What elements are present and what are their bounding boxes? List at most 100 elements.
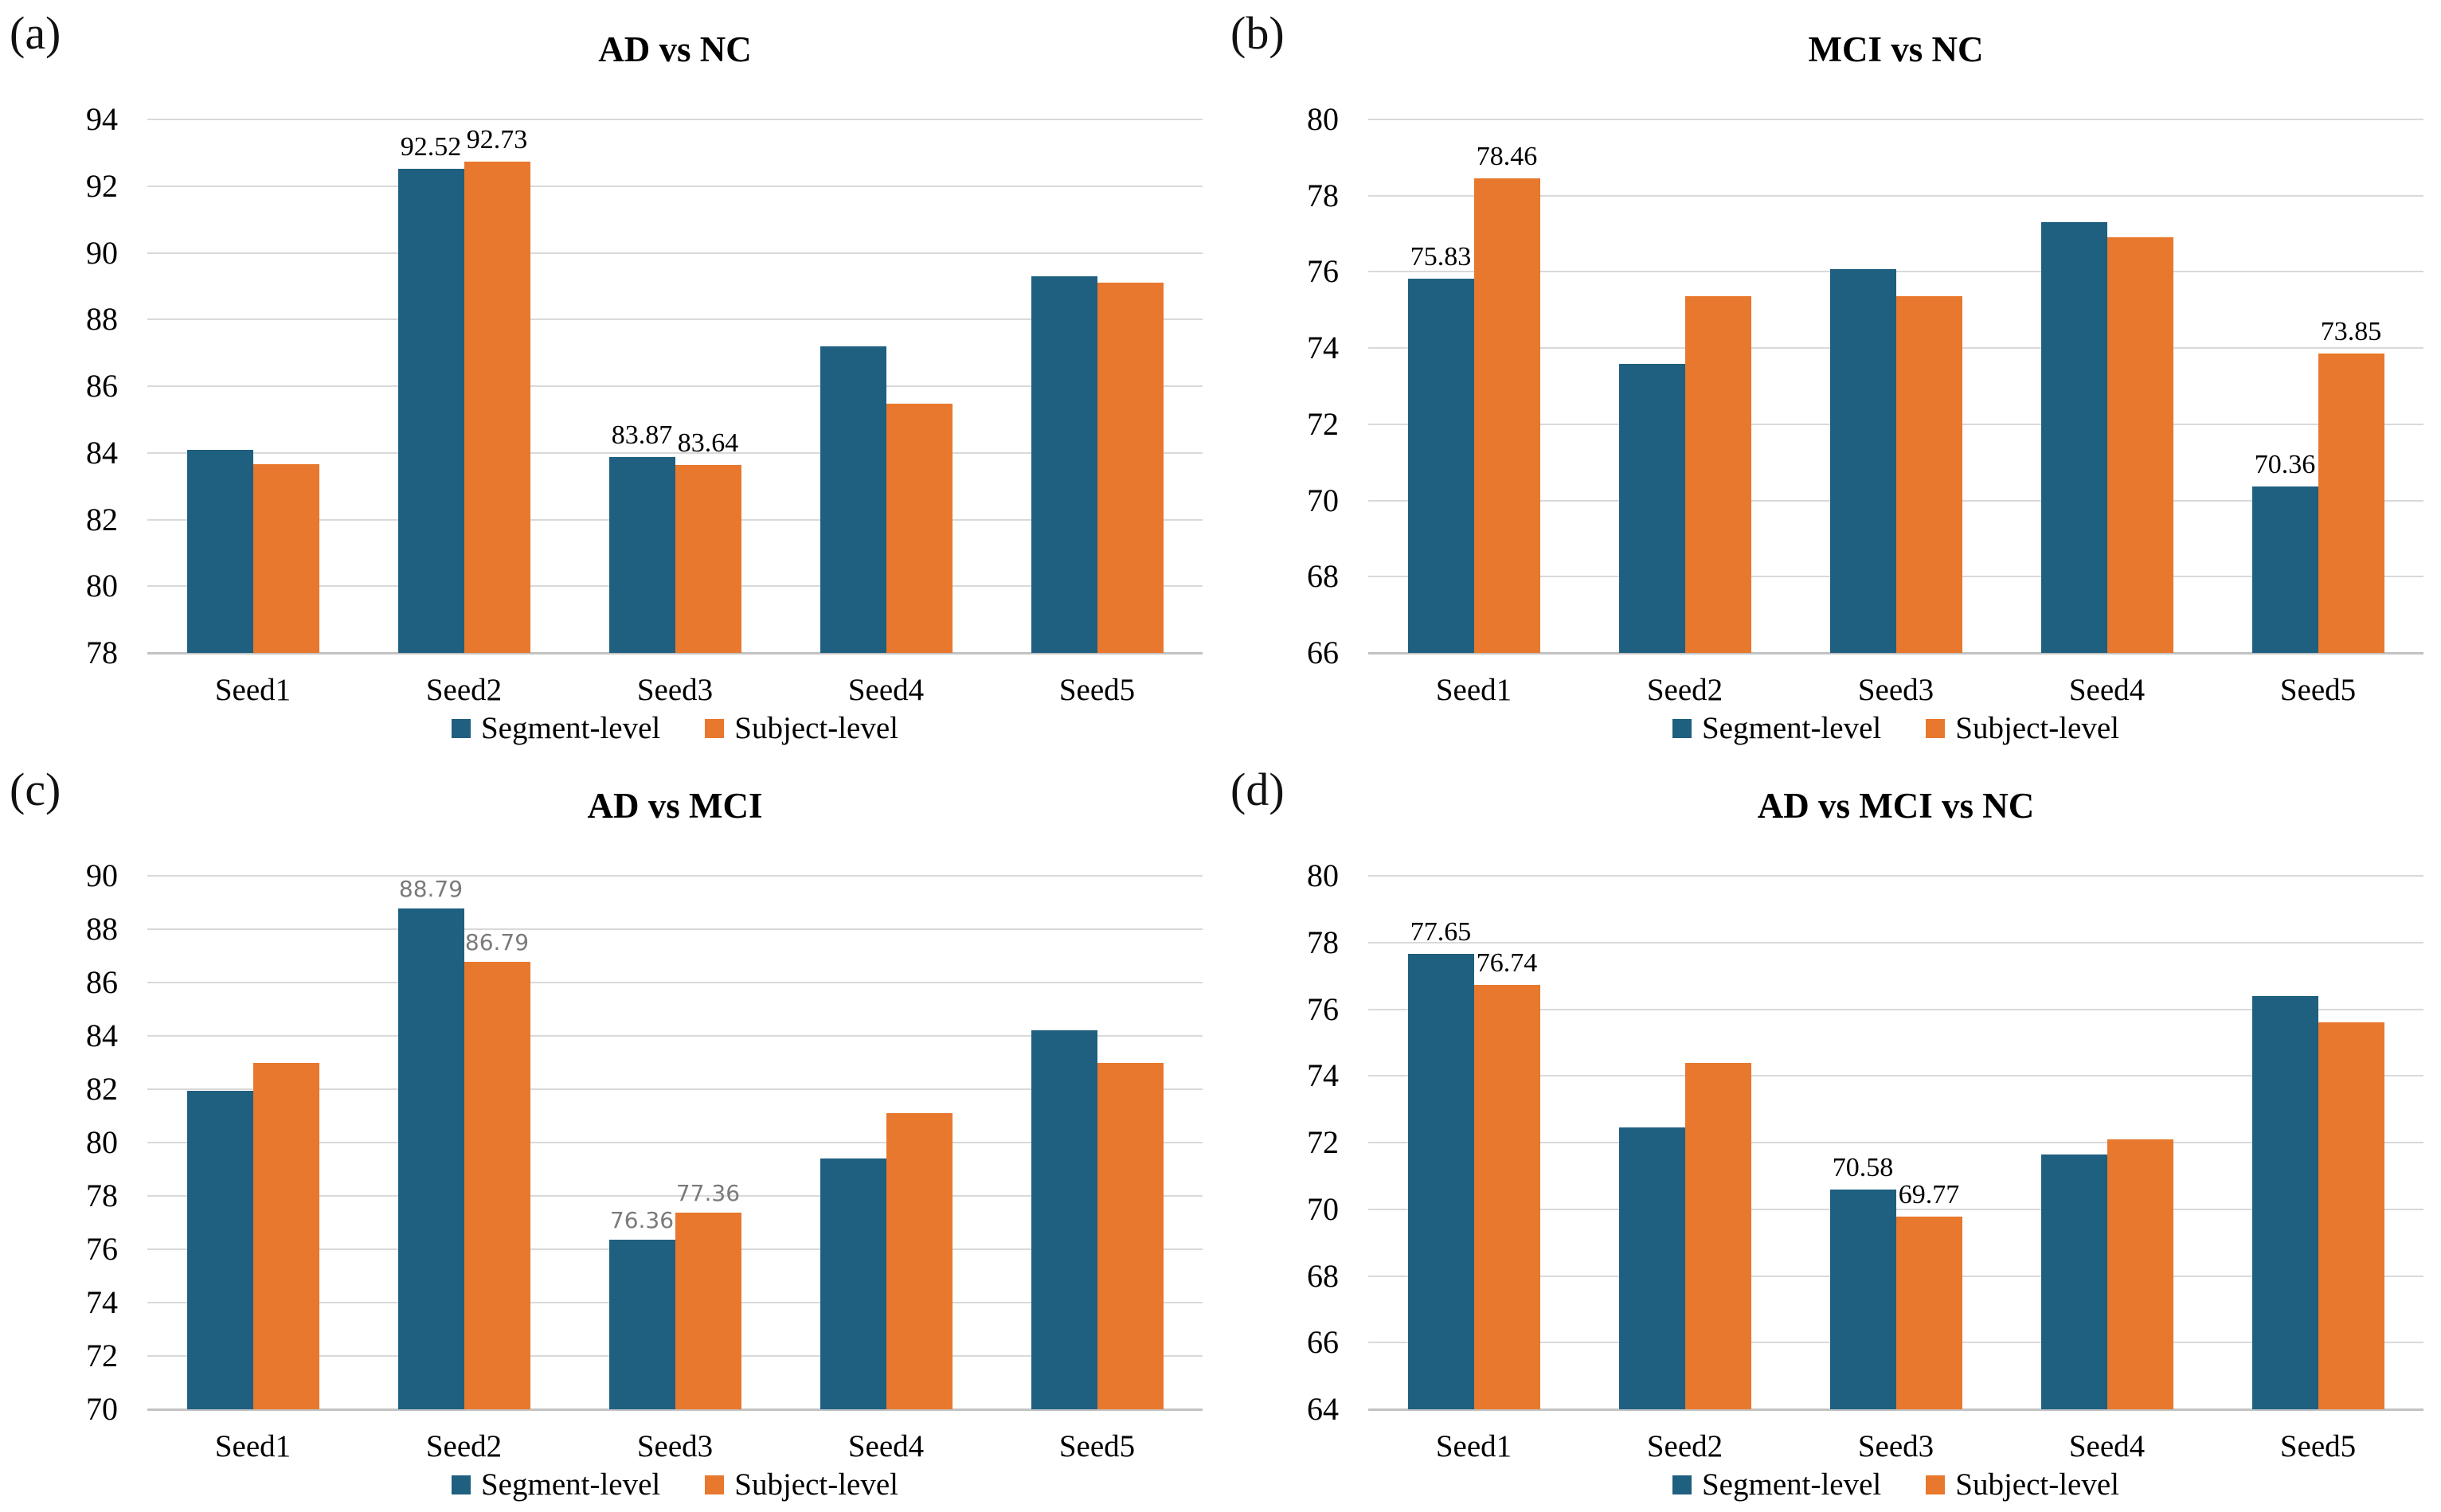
y-tick-label-74: 74 xyxy=(1307,330,1339,366)
bar-subject-level-seed1 xyxy=(1473,178,1540,653)
x-category-label-seed3: Seed3 xyxy=(636,673,714,707)
bar-subject-level-seed3 xyxy=(675,464,741,653)
legend-item-subject-level: Subject-level xyxy=(705,710,898,746)
bar-subject-level-seed1 xyxy=(252,464,319,653)
x-category-label-seed4: Seed4 xyxy=(847,1429,925,1463)
data-label-88-79: 88.79 xyxy=(398,875,464,902)
y-tick-label-90: 90 xyxy=(86,234,118,271)
bar-subject-level-seed4 xyxy=(2107,1139,2173,1409)
data-label-69-77: 69.77 xyxy=(1898,1180,1960,1210)
data-label-77-36: 77.36 xyxy=(675,1180,741,1207)
bar-subject-level-seed3 xyxy=(675,1213,741,1409)
bar-subject-level-seed5 xyxy=(1097,283,1164,653)
data-label-76-36: 76.36 xyxy=(609,1206,675,1233)
y-tick-label-72: 72 xyxy=(86,1338,118,1373)
bar-subject-level-seed4 xyxy=(886,1113,953,1409)
gridline-76 xyxy=(1368,271,2423,273)
y-tick-label-74: 74 xyxy=(86,1284,118,1320)
x-axis-line xyxy=(147,652,1203,654)
x-category-label-seed5: Seed5 xyxy=(2279,1429,2357,1463)
x-axis-line xyxy=(1368,652,2423,654)
y-tick-label-80: 80 xyxy=(86,1124,118,1160)
gridline-72 xyxy=(1368,1142,2423,1143)
x-axis-line xyxy=(147,1408,1203,1411)
legend: Segment-level Subject-level xyxy=(1368,710,2423,746)
y-tick-label-78: 78 xyxy=(1307,924,1339,960)
bar-subject-level-seed2 xyxy=(1684,1062,1751,1409)
legend-item-subject-level: Subject-level xyxy=(705,1467,898,1502)
y-tick-label-72: 72 xyxy=(1307,1124,1339,1160)
x-category-label-seed5: Seed5 xyxy=(1058,673,1136,707)
chart-title: AD vs MCI xyxy=(587,786,763,826)
bar-segment-level-seed5 xyxy=(2251,486,2318,653)
legend-label: Segment-level xyxy=(1701,1467,1882,1502)
bar-segment-level-seed4 xyxy=(2040,1154,2107,1409)
gridline-90 xyxy=(147,875,1203,877)
y-tick-label-82: 82 xyxy=(86,501,118,537)
data-label-92-73: 92.73 xyxy=(466,125,528,155)
gridline-92 xyxy=(147,185,1203,187)
bar-segment-level-seed3 xyxy=(608,1239,675,1409)
gridline-78 xyxy=(1368,941,2423,944)
data-label-75-83: 75.83 xyxy=(1410,241,1472,272)
y-tick-label-66: 66 xyxy=(1307,635,1339,670)
panel-letter: (d) xyxy=(1230,764,1285,815)
bar-segment-level-seed3 xyxy=(608,457,675,653)
legend: Segment-level Subject-level xyxy=(147,710,1203,746)
y-tick-label-70: 70 xyxy=(1307,1190,1339,1227)
bar-segment-level-seed5 xyxy=(1031,275,1097,653)
y-tick-label-76: 76 xyxy=(1307,990,1339,1027)
x-category-label-seed5: Seed5 xyxy=(2279,673,2357,707)
y-tick-label-80: 80 xyxy=(1307,101,1339,137)
y-tick-label-80: 80 xyxy=(86,568,118,604)
legend-label: Subject-level xyxy=(734,1467,899,1502)
y-tick-label-70: 70 xyxy=(1307,482,1339,518)
x-category-label-seed2: Seed2 xyxy=(1646,1429,1723,1463)
gridline-90 xyxy=(147,252,1203,254)
panel-ad-vs-mci-vs-nc: (d) AD vs MCI vs NC 77.65 76.74 70.58 69.77 80… xyxy=(1221,756,2441,1512)
y-tick-label-80: 80 xyxy=(1307,858,1339,893)
bar-segment-level-seed1 xyxy=(186,1090,253,1409)
legend-item-segment-level: Segment-level xyxy=(451,710,661,746)
y-tick-label-94: 94 xyxy=(86,101,118,137)
y-tick-label-68: 68 xyxy=(1307,558,1339,595)
plot-area: 92.52 92.73 83.87 83.64 xyxy=(147,119,1203,654)
bar-subject-level-seed2 xyxy=(464,162,530,653)
panel-letter: (a) xyxy=(10,7,61,59)
y-tick-label-82: 82 xyxy=(86,1071,118,1107)
chart-title: AD vs NC xyxy=(598,29,752,69)
legend: Segment-level Subject-level xyxy=(1368,1467,2423,1502)
x-category-label-seed2: Seed2 xyxy=(425,673,503,707)
legend-label: Segment-level xyxy=(1701,711,1882,745)
gridline-74 xyxy=(1368,1075,2423,1077)
legend-label: Subject-level xyxy=(1955,1467,2120,1502)
gridline-94 xyxy=(147,119,1203,120)
legend-item-segment-level: Segment-level xyxy=(1672,1467,1881,1502)
legend-swatch-segment-icon xyxy=(451,718,471,738)
bar-subject-level-seed1 xyxy=(252,1062,319,1409)
legend-swatch-subject-icon xyxy=(1926,1475,1946,1494)
y-tick-label-84: 84 xyxy=(86,1018,118,1053)
legend-swatch-segment-icon xyxy=(451,1475,471,1494)
legend-item-segment-level: Segment-level xyxy=(1672,710,1881,746)
bar-segment-level-seed2 xyxy=(397,168,464,653)
legend-swatch-segment-icon xyxy=(1672,1475,1692,1494)
y-tick-label-72: 72 xyxy=(1307,405,1339,442)
y-tick-label-86: 86 xyxy=(86,368,118,404)
bar-segment-level-seed4 xyxy=(820,346,886,653)
legend-label: Segment-level xyxy=(480,711,661,745)
panel-letter: (c) xyxy=(10,764,61,815)
gridline-84 xyxy=(147,1035,1203,1037)
legend-label: Subject-level xyxy=(1955,711,2120,745)
y-tick-label-76: 76 xyxy=(86,1231,118,1267)
bar-subject-level-seed5 xyxy=(2318,354,2384,653)
x-axis-line xyxy=(1368,1408,2423,1411)
x-category-label-seed3: Seed3 xyxy=(1857,1429,1934,1463)
bar-subject-level-seed1 xyxy=(1473,984,1540,1409)
bar-subject-level-seed4 xyxy=(886,404,953,653)
x-category-label-seed1: Seed1 xyxy=(1435,673,1512,707)
bar-segment-level-seed4 xyxy=(2040,222,2107,653)
data-label-73-85: 73.85 xyxy=(2320,317,2382,347)
y-tick-label-68: 68 xyxy=(1307,1257,1339,1294)
